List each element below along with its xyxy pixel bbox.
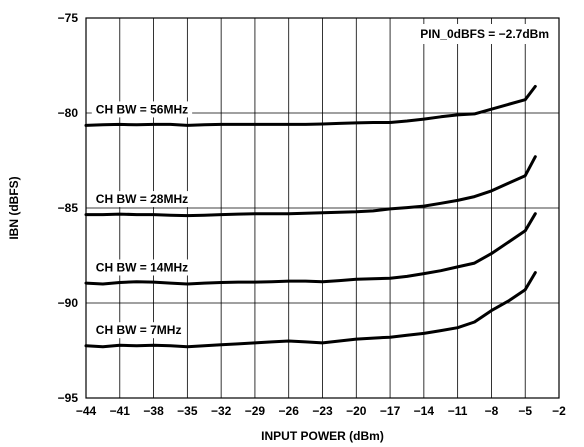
annotation-bg [414,24,555,44]
y-tick-label: −95 [58,391,79,405]
y-tick-label: −75 [58,11,79,25]
series-line [84,84,537,127]
x-tick-label: −32 [211,404,232,418]
plot-frame [85,17,560,399]
series-line [84,271,537,349]
y-tick-label: −85 [58,201,79,215]
x-tick-label: −44 [76,404,97,418]
x-tick-label: −26 [279,404,300,418]
x-tick-label: −17 [380,404,401,418]
y-tick-label: −80 [58,106,79,120]
series-label: CH BW = 7MHz [96,323,182,337]
pin-annotation: PIN_0dBFS = −2.7dBm [420,27,549,41]
y-axis-title: IBN (dBFS) [7,176,21,239]
gridlines [85,17,560,399]
x-tick-label: −38 [143,404,164,418]
x-tick-label: −11 [448,404,468,418]
series-label-bg [91,259,193,276]
x-tick-label: −14 [414,404,435,418]
x-tick-label: −5 [518,404,532,418]
x-tick-label: −35 [177,404,198,418]
x-tick-label: −2 [552,404,566,418]
series-label-bg [91,191,193,208]
series-label: CH BW = 28MHz [96,192,188,206]
y-tick-label: −90 [58,296,79,310]
series-label-bg [91,101,193,118]
series-labels: CH BW = 56MHz CH BW = 28MHz CH BW = 14MHz C… [91,101,193,339]
series-line [84,155,537,218]
y-tick-labels: −75 −80 −85 −90 −95 [58,11,79,405]
x-tick-label: −29 [245,404,266,418]
series-lines [84,84,537,349]
series-label: CH BW = 56MHz [96,102,188,116]
x-axis-title: INPUT POWER (dBm) [261,429,384,443]
x-tick-label: −20 [346,404,367,418]
x-tick-label: −23 [312,404,333,418]
x-tick-labels: −44 −41 −38 −35 −32 −29 −26 −23 −20 −17 −14 −11 −8 −5… [76,404,566,418]
x-tick-label: −41 [110,404,131,418]
series-line [84,212,537,286]
series-label-bg [91,322,186,339]
x-tick-label: −8 [485,404,499,418]
series-label: CH BW = 14MHz [96,260,188,274]
